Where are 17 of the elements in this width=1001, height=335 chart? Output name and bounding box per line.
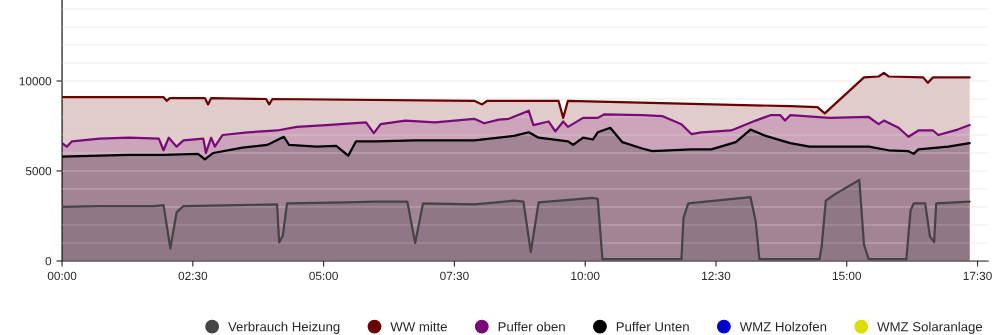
- legend-label: Puffer oben: [498, 321, 565, 332]
- y-tick-label: 0: [45, 257, 52, 266]
- x-tick-label: 02:30: [178, 271, 208, 281]
- y-tick-label: 5000: [25, 167, 52, 176]
- x-tick-label: 12:30: [702, 271, 731, 281]
- x-tick-label: 15:00: [832, 271, 862, 281]
- y-tick-label: 10000: [19, 77, 52, 86]
- legend-label: WMZ Holzofen: [739, 321, 827, 332]
- legend-label: Verbrauch Heizung: [228, 321, 340, 334]
- x-tick-label: 07:30: [440, 271, 469, 281]
- x-tick-label: 10:00: [571, 271, 600, 281]
- legend-label: Puffer Unten: [616, 321, 689, 332]
- x-tick-label: 00:00: [47, 271, 77, 281]
- x-tick-label: 17:30: [963, 271, 992, 281]
- legend-label: WMZ Solaranlage: [877, 321, 983, 334]
- legend-label: WW mitte: [390, 321, 447, 332]
- x-tick-label: 05:00: [309, 271, 338, 281]
